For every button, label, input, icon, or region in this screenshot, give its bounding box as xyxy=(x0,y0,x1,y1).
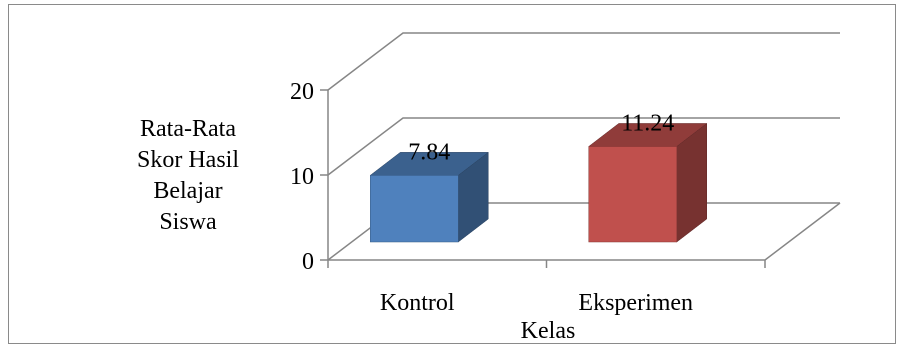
gridline-1 xyxy=(327,117,840,176)
data-label-0: 7.84 xyxy=(408,139,450,165)
axes xyxy=(320,89,766,268)
y-tick-label-2: 20 xyxy=(290,79,314,105)
gridline-2 xyxy=(327,32,840,91)
y-tick-label-0: 0 xyxy=(302,249,314,275)
y-axis-label-line-2: Skor Hasil xyxy=(137,147,239,173)
bar-kontrol xyxy=(370,175,459,243)
y-tick-label-1: 10 xyxy=(290,164,314,190)
bar-eksperimen xyxy=(588,146,677,243)
y-axis-label-line-3: Belajar xyxy=(153,178,222,204)
x-tick-label-1: Eksperimen xyxy=(578,290,693,316)
x-tick-label-0: Kontrol xyxy=(380,290,455,316)
data-label-1: 11.24 xyxy=(621,110,674,136)
x-axis-label: Kelas xyxy=(521,318,576,344)
labels: Rata-Rata Skor Hasil Belajar Siswa Kelas… xyxy=(137,79,693,344)
y-axis-label-line-4: Siswa xyxy=(159,209,217,235)
y-axis-label-line-1: Rata-Rata xyxy=(140,116,236,142)
bars xyxy=(369,122,708,243)
